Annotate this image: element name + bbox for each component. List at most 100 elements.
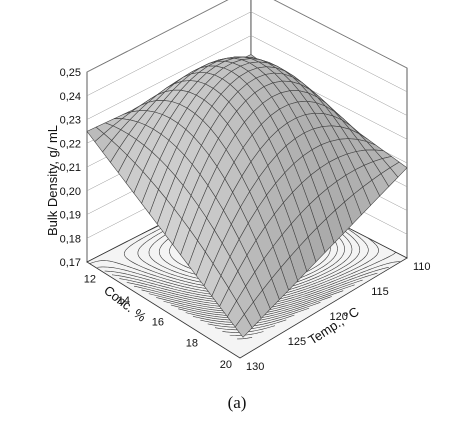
contour-segment bbox=[169, 246, 172, 249]
contour-segment bbox=[353, 274, 358, 276]
contour-segment bbox=[160, 244, 163, 247]
contour-segment bbox=[153, 230, 157, 233]
contour-segment bbox=[195, 286, 199, 288]
contour-segment bbox=[166, 295, 170, 298]
contour-segment bbox=[320, 279, 324, 282]
contour-segment bbox=[170, 304, 174, 306]
contour-segment bbox=[365, 262, 367, 264]
contour-segment bbox=[157, 276, 161, 278]
contour-segment bbox=[332, 271, 336, 274]
contour-segment bbox=[274, 309, 279, 311]
contour-segment bbox=[326, 274, 330, 276]
contour-segment bbox=[155, 239, 159, 242]
contour-segment bbox=[159, 269, 164, 272]
contour-segment bbox=[311, 274, 315, 277]
contour-segment bbox=[316, 268, 320, 271]
contour-segment bbox=[343, 265, 346, 268]
contour-segment bbox=[339, 238, 342, 242]
contour-segment bbox=[365, 244, 368, 247]
contour-segment bbox=[343, 260, 347, 263]
contour-segment bbox=[297, 299, 300, 301]
z-axis-title: Bulk Density, g/ mL bbox=[45, 125, 60, 236]
contour-segment bbox=[144, 231, 148, 233]
contour-segment bbox=[207, 306, 212, 308]
z-tick-label: 0,17 bbox=[60, 257, 81, 269]
contour-segment bbox=[277, 310, 282, 313]
contour-segment bbox=[135, 240, 139, 243]
contour-segment bbox=[188, 311, 193, 313]
contour-segment bbox=[150, 282, 154, 285]
contour-segment bbox=[352, 264, 355, 267]
z-gridline bbox=[86, 35, 252, 120]
contour-segment bbox=[383, 263, 387, 266]
contour-segment bbox=[331, 268, 335, 271]
contour-segment bbox=[160, 236, 164, 239]
contour-segment bbox=[317, 281, 320, 283]
contour-segment bbox=[254, 332, 259, 335]
contour-segment bbox=[206, 312, 210, 314]
contour-segment bbox=[138, 256, 141, 259]
contour-segment bbox=[347, 240, 350, 243]
contour-segment bbox=[217, 327, 223, 330]
contour-segment bbox=[339, 286, 343, 289]
contour-segment bbox=[139, 282, 144, 284]
contour-segment bbox=[341, 287, 346, 290]
contour-segment bbox=[347, 276, 351, 279]
contour-segment bbox=[280, 320, 284, 323]
contour-segment bbox=[149, 246, 152, 249]
contour-segment bbox=[350, 244, 352, 247]
contour-segment bbox=[325, 287, 328, 290]
contour-segment bbox=[203, 292, 208, 294]
contour-segment bbox=[318, 297, 322, 300]
contour-segment bbox=[302, 301, 307, 303]
contour-segment bbox=[294, 288, 299, 291]
x-tick-label: 130 bbox=[246, 361, 264, 373]
contour-segment bbox=[340, 256, 343, 258]
contour-segment bbox=[128, 245, 132, 248]
contour-segment bbox=[215, 318, 220, 320]
contour-segment bbox=[332, 262, 336, 266]
contour-segment bbox=[294, 291, 298, 294]
contour-segment bbox=[344, 272, 348, 274]
contour-segment bbox=[306, 300, 310, 302]
contour-segment bbox=[385, 262, 390, 265]
contour-segment bbox=[311, 294, 315, 297]
contour-segment bbox=[269, 326, 273, 328]
contour-segment bbox=[184, 291, 189, 293]
contour-segment bbox=[217, 325, 222, 327]
contour-segment bbox=[302, 281, 306, 284]
contour-segment bbox=[164, 267, 168, 269]
contour-segment bbox=[170, 245, 172, 247]
contour-segment bbox=[207, 314, 211, 317]
contour-segment bbox=[296, 309, 300, 311]
contour-segment bbox=[202, 303, 207, 305]
contour-segment bbox=[366, 272, 370, 274]
contour-segment bbox=[161, 274, 165, 276]
contour-segment bbox=[152, 292, 156, 294]
contour-segment bbox=[348, 229, 351, 232]
contour-segment bbox=[305, 294, 310, 296]
contour-segment bbox=[129, 277, 133, 279]
contour-segment bbox=[192, 303, 196, 306]
surface-patch bbox=[234, 313, 253, 338]
contour-segment bbox=[328, 252, 331, 255]
contour-segment bbox=[308, 276, 312, 278]
contour-segment bbox=[138, 248, 140, 250]
contour-segment bbox=[308, 284, 312, 287]
contour-segment bbox=[187, 284, 192, 287]
contour-segment bbox=[388, 255, 392, 258]
contour-segment bbox=[162, 270, 166, 273]
contour-segment bbox=[203, 295, 208, 297]
contour-segment bbox=[286, 312, 290, 315]
contour-segment bbox=[203, 314, 208, 316]
contour-segment bbox=[340, 267, 344, 270]
contour-segment bbox=[133, 283, 136, 285]
contour-segment bbox=[170, 285, 174, 287]
contour-segment bbox=[152, 259, 156, 262]
contour-segment bbox=[327, 254, 330, 256]
contour-segment bbox=[307, 269, 311, 272]
contour-segment bbox=[144, 261, 147, 264]
contour-segment bbox=[350, 235, 354, 238]
contour-segment bbox=[150, 285, 155, 287]
contour-segment bbox=[194, 310, 199, 312]
